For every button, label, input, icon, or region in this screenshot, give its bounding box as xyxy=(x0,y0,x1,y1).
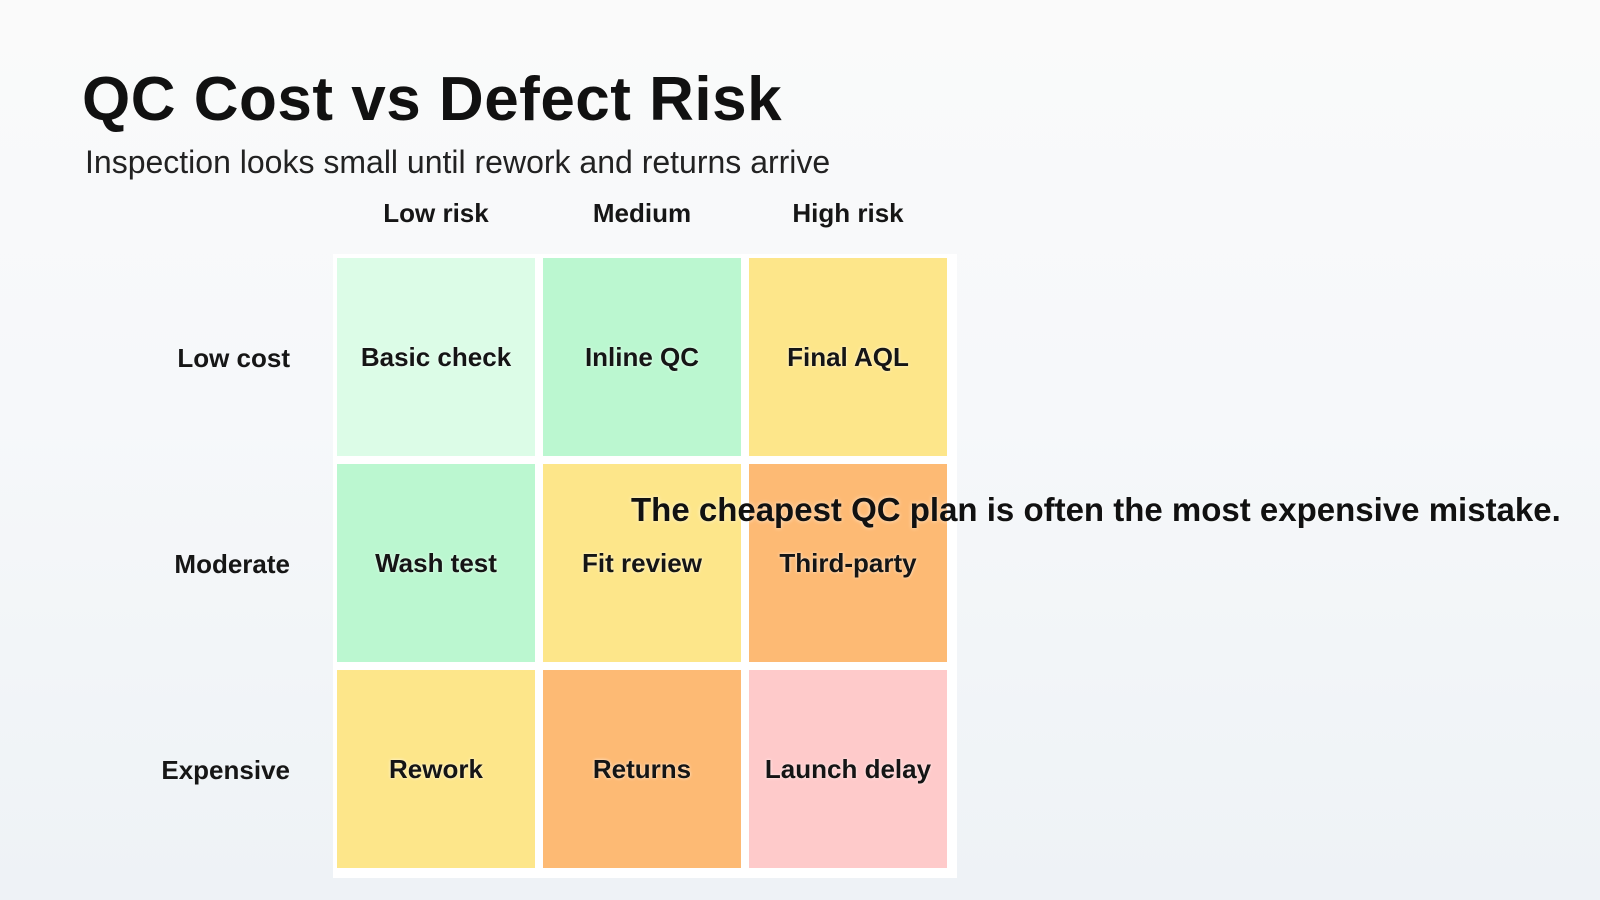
matrix-cell-wash-test: Wash test xyxy=(337,464,535,662)
matrix-cell-third-party: Third-party xyxy=(749,464,947,662)
matrix-cell-final-aql: Final AQL xyxy=(749,258,947,456)
row-header-expensive: Expensive xyxy=(161,755,290,785)
callout-text: The cheapest QC plan is often the most e… xyxy=(631,491,1561,528)
qc-matrix-grid: Basic check Inline QC Final AQL Wash tes… xyxy=(337,258,953,874)
slide-subtitle: Inspection looks small until rework and … xyxy=(85,144,831,180)
column-header-medium: Medium xyxy=(592,198,692,228)
slide-title: QC Cost vs Defect Risk xyxy=(82,65,783,134)
matrix-cell-launch-delay: Launch delay xyxy=(749,670,947,868)
matrix-cell-rework: Rework xyxy=(337,670,535,868)
matrix-cell-fit-review: Fit review xyxy=(543,464,741,662)
matrix-cell-returns: Returns xyxy=(543,670,741,868)
row-header-low-cost: Low cost xyxy=(177,343,290,373)
matrix-cell-inline-qc: Inline QC xyxy=(543,258,741,456)
column-header-high-risk: High risk xyxy=(792,198,904,228)
row-header-moderate: Moderate xyxy=(174,549,290,579)
matrix-cell-basic-check: Basic check xyxy=(337,258,535,456)
column-header-low-risk: Low risk xyxy=(383,198,489,228)
